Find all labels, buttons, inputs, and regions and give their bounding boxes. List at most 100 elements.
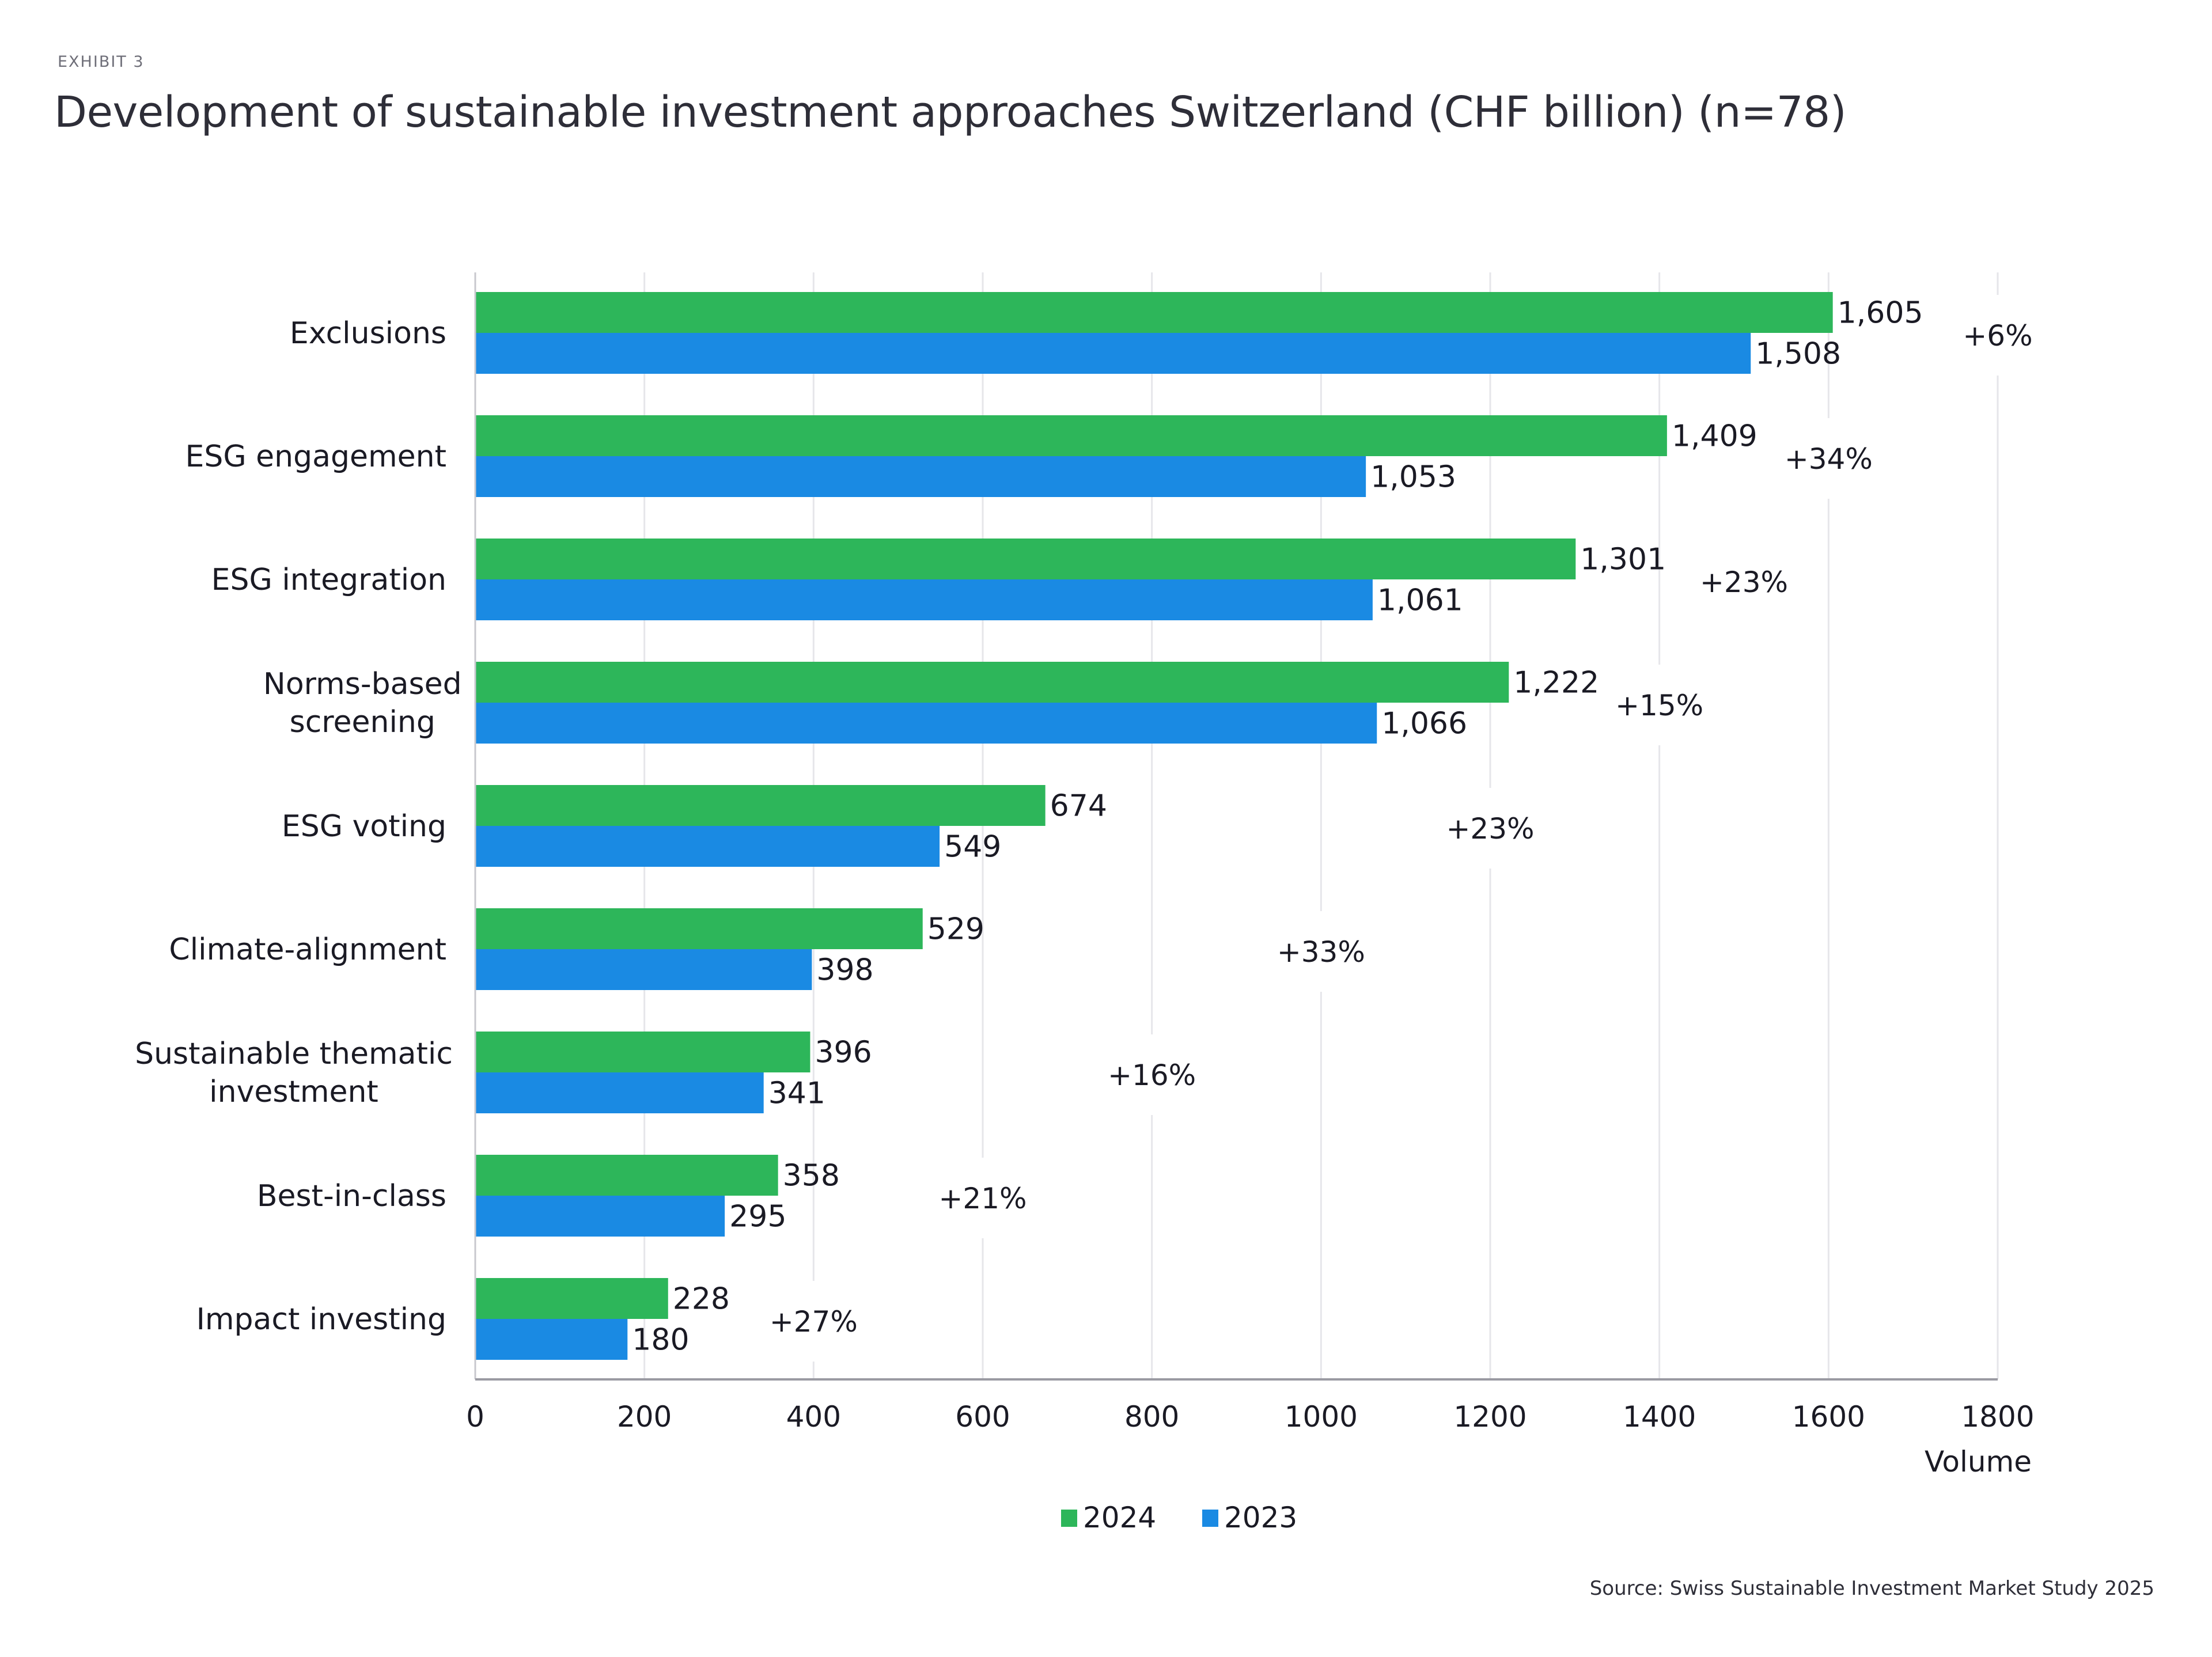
- x-tick-label: 800: [1124, 1400, 1179, 1434]
- category-label: Norms-based screening: [263, 667, 462, 740]
- category-label: Climate-alignment: [169, 932, 446, 967]
- x-tick-label: 1000: [1285, 1400, 1358, 1434]
- value-label-2024: 674: [1050, 789, 1107, 824]
- category-label-line: Sustainable thematic: [135, 1037, 453, 1071]
- value-label-2023: 549: [944, 830, 1001, 864]
- percent-change-label: +15%: [1615, 689, 1703, 722]
- percent-change-label: +27%: [770, 1305, 858, 1339]
- value-label-2023: 295: [729, 1200, 786, 1234]
- percent-label-background: [942, 1158, 1023, 1238]
- value-label-2023: 1,066: [1381, 707, 1467, 741]
- category-label: Impact investing: [196, 1302, 446, 1337]
- category-label-line: Impact investing: [196, 1302, 446, 1337]
- bars: [475, 292, 1833, 1360]
- bar-2024: [475, 292, 1833, 333]
- percent-label-background: [1450, 788, 1531, 869]
- bar-2024: [475, 1155, 778, 1196]
- value-label-2023: 1,508: [1755, 337, 1841, 371]
- x-tick-label: 600: [955, 1400, 1010, 1434]
- percent-change-label: +23%: [1446, 812, 1534, 845]
- category-label-line: Norms-based: [263, 667, 462, 702]
- bar-2023: [475, 1196, 725, 1237]
- bar-2024: [475, 415, 1667, 456]
- percent-change-label: +16%: [1108, 1059, 1196, 1092]
- value-label-2023: 341: [768, 1076, 825, 1111]
- category-label: ESG integration: [211, 563, 446, 597]
- x-axis-title: Volume: [1925, 1445, 2032, 1478]
- category-label-line: Exclusions: [290, 316, 446, 351]
- bar-2023: [475, 1319, 628, 1360]
- category-label: ESG engagement: [185, 439, 446, 474]
- category-label: Sustainable thematic investment: [135, 1037, 453, 1109]
- axes: [474, 272, 1998, 1381]
- bar-2023: [475, 826, 940, 867]
- bar-2024: [475, 785, 1046, 826]
- category-label-line: ESG integration: [211, 563, 446, 597]
- source-note: Source: Swiss Sustainable Investment Mar…: [1589, 1577, 2154, 1600]
- exhibit-label: EXHIBIT 3: [58, 53, 145, 71]
- bar-2023: [475, 456, 1366, 497]
- category-label-line: Best-in-class: [257, 1179, 446, 1214]
- bar-2024: [475, 908, 923, 949]
- percent-change-label: +21%: [938, 1182, 1027, 1215]
- value-label-2024: 396: [815, 1036, 872, 1070]
- bar-2024: [475, 662, 1509, 703]
- percent-label-background: [1966, 295, 2029, 376]
- category-label: ESG voting: [282, 809, 446, 844]
- x-tick-label: 1200: [1453, 1400, 1527, 1434]
- chart-title: Development of sustainable investment ap…: [54, 88, 1847, 137]
- x-tick-label: 200: [617, 1400, 672, 1434]
- value-label-2023: 398: [816, 953, 873, 988]
- percent-label-background: [1788, 418, 1869, 499]
- category-label-line: ESG engagement: [185, 439, 446, 474]
- value-label-2024: 358: [783, 1159, 840, 1193]
- x-tick-label: 1400: [1623, 1400, 1696, 1434]
- category-label-line: screening: [290, 705, 435, 740]
- bar-2023: [475, 949, 812, 990]
- value-label-2024: 529: [927, 912, 984, 947]
- bar-2024: [475, 539, 1576, 579]
- value-label-2024: 228: [673, 1282, 730, 1317]
- percent-label-background: [1281, 911, 1362, 992]
- legend-swatch-2023: [1202, 1510, 1218, 1527]
- value-label-2024: 1,409: [1672, 419, 1758, 454]
- category-label-line: ESG voting: [282, 809, 446, 844]
- x-tick-label: 400: [786, 1400, 841, 1434]
- percent-change-label: +23%: [1700, 566, 1788, 599]
- value-label-2023: 1,061: [1377, 583, 1463, 618]
- category-label: Exclusions: [290, 316, 446, 351]
- bar-2023: [475, 579, 1373, 620]
- bar-2024: [475, 1278, 668, 1319]
- value-label-2024: 1,605: [1838, 296, 1923, 331]
- percent-label-background: [773, 1281, 854, 1362]
- percent-change-labels: +6% +34% +23% +15% +23% +33% +16% +21% +27%: [770, 295, 2033, 1362]
- value-label-2024: 1,222: [1513, 666, 1599, 700]
- category-label: Best-in-class: [257, 1179, 446, 1214]
- percent-change-label: +6%: [1963, 319, 2032, 352]
- legend: 2024 2023: [1061, 1501, 1297, 1534]
- percent-label-background: [1111, 1034, 1192, 1115]
- percent-label-background: [1703, 541, 1785, 622]
- bar-2023: [475, 1072, 764, 1113]
- bar-2024: [475, 1032, 810, 1072]
- x-tick-labels: 0 200 400 600 800 1000 1200 1400 1600 1800: [466, 1400, 2035, 1434]
- value-label-2023: 1,053: [1370, 460, 1456, 495]
- percent-change-label: +33%: [1277, 935, 1365, 969]
- legend-swatch-2024: [1061, 1510, 1077, 1527]
- percent-change-label: +34%: [1785, 442, 1873, 476]
- category-label-line: Climate-alignment: [169, 932, 446, 967]
- value-label-2024: 1,301: [1580, 543, 1666, 577]
- legend-label-2023: 2023: [1224, 1501, 1297, 1534]
- x-tick-label: 1800: [1961, 1400, 2034, 1434]
- x-tick-label: 1600: [1792, 1400, 1865, 1434]
- legend-label-2024: 2024: [1083, 1501, 1156, 1534]
- value-labels: 1,605 1,508 1,409 1,053 1,301 1,061 1,222 1,066…: [632, 296, 1923, 1358]
- category-label-line: investment: [209, 1075, 378, 1109]
- percent-label-background: [1619, 665, 1700, 745]
- x-tick-label: 0: [466, 1400, 484, 1434]
- bar-2023: [475, 333, 1751, 374]
- value-label-2023: 180: [632, 1323, 689, 1358]
- category-labels: Exclusions ESG engagement ESG integration N…: [135, 316, 462, 1337]
- bar-2023: [475, 703, 1377, 744]
